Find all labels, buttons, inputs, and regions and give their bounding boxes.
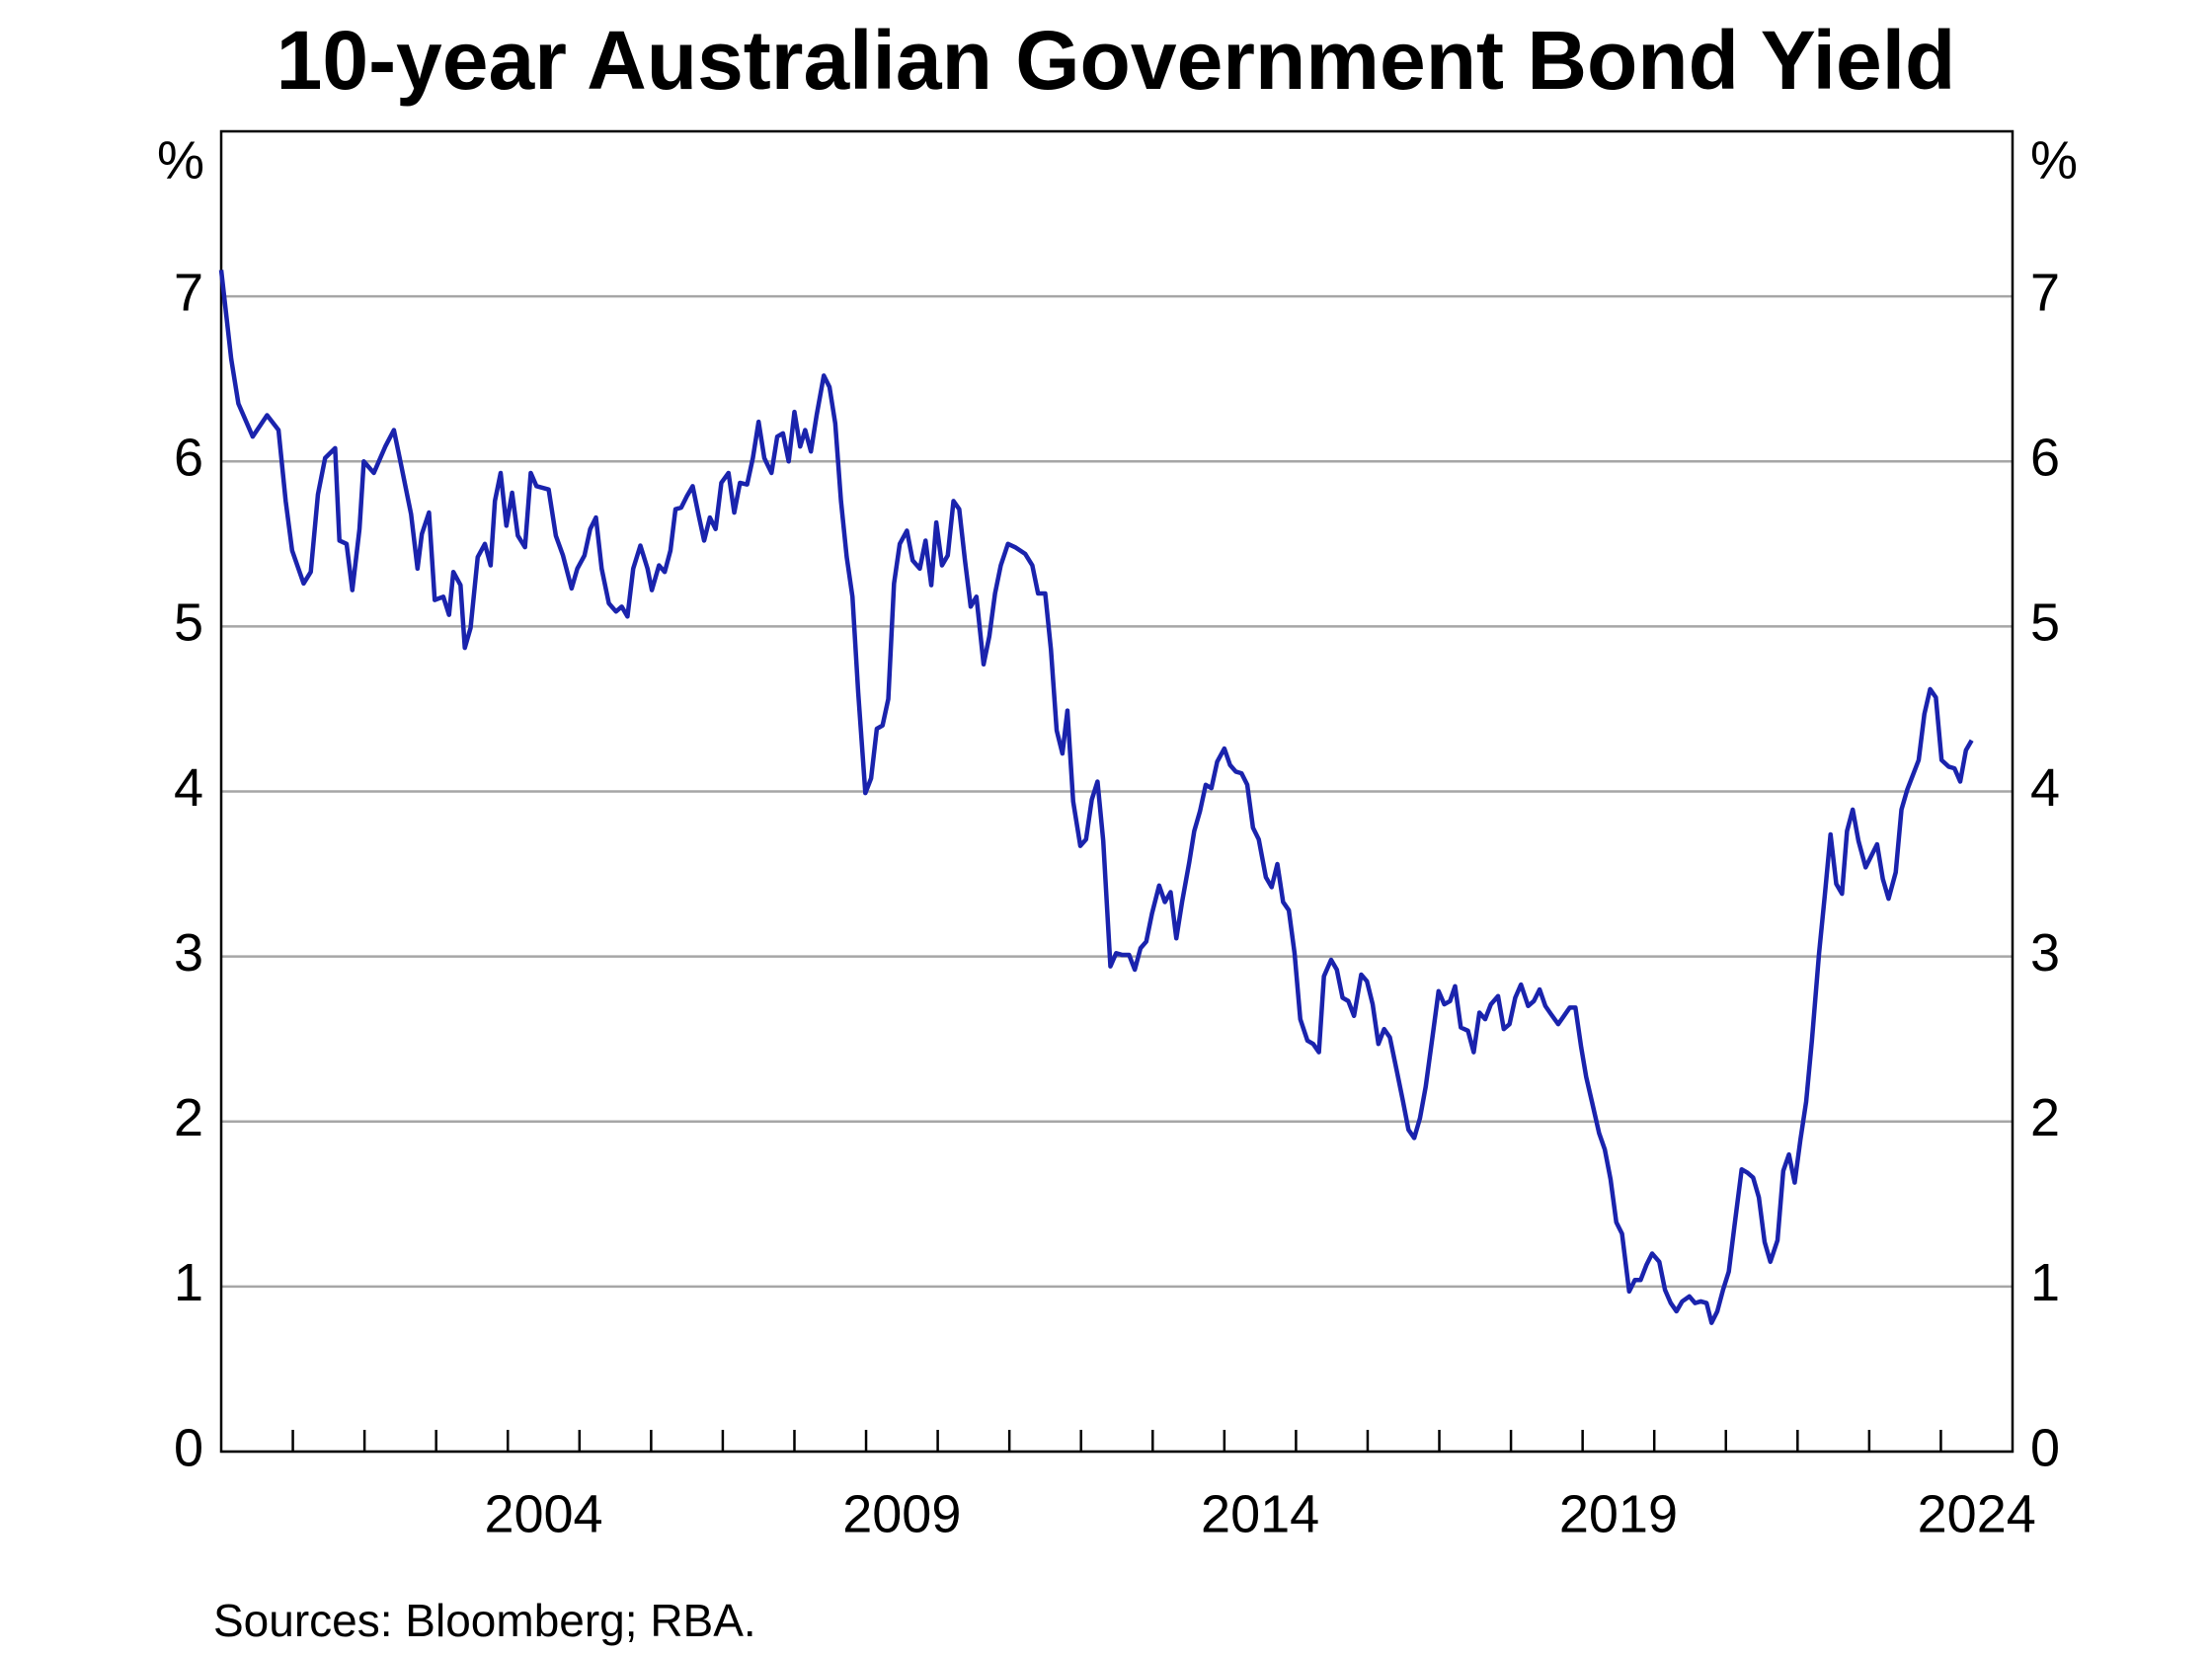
- chart-title: 10-year Australian Government Bond Yield: [276, 14, 1956, 107]
- y-tick-label: 7: [174, 263, 203, 322]
- y-tick-label: 3: [174, 923, 203, 983]
- y2-tick-label: 3: [2030, 923, 2060, 983]
- plot-frame: [219, 129, 2014, 1454]
- y-unit-left: %: [157, 130, 204, 190]
- y-tick-label: 5: [174, 593, 203, 653]
- x-tick-label: 2014: [1201, 1484, 1319, 1543]
- x-tick-label: 2024: [1918, 1484, 2036, 1543]
- y-tick-label: 2: [174, 1088, 203, 1147]
- y-tick-label: 6: [174, 429, 203, 488]
- y2-tick-label: 1: [2030, 1253, 2060, 1312]
- x-tick-label: 2009: [842, 1484, 961, 1543]
- y2-tick-label: 4: [2030, 758, 2060, 818]
- y2-tick-label: 5: [2030, 593, 2060, 653]
- y-tick-label: 0: [174, 1418, 203, 1477]
- y2-tick-label: 0: [2030, 1418, 2060, 1477]
- y-unit-right: %: [2030, 130, 2078, 190]
- y2-tick-label: 2: [2030, 1088, 2060, 1147]
- y-tick-label: 4: [174, 758, 203, 818]
- y2-tick-label: 6: [2030, 429, 2060, 488]
- source-note: Sources: Bloomberg; RBA.: [213, 1595, 756, 1646]
- x-tick-label: 2019: [1559, 1484, 1678, 1543]
- y-tick-label: 1: [174, 1253, 203, 1312]
- x-tick-label: 2004: [484, 1484, 602, 1543]
- y2-tick-label: 7: [2030, 263, 2060, 322]
- yield-line: [218, 270, 1974, 1325]
